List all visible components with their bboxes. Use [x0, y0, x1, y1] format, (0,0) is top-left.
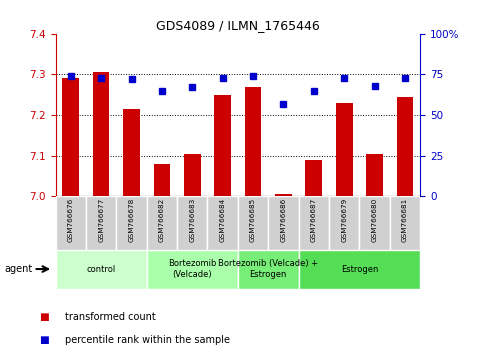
Bar — [123, 109, 140, 196]
Bar — [56, 196, 86, 250]
Text: ■: ■ — [39, 335, 48, 345]
Bar — [305, 160, 322, 196]
Text: GSM766685: GSM766685 — [250, 198, 256, 242]
Bar — [93, 72, 110, 196]
Text: GSM766679: GSM766679 — [341, 198, 347, 242]
Bar — [397, 97, 413, 196]
Text: Bortezomib
(Velcade): Bortezomib (Velcade) — [168, 259, 216, 279]
Bar — [214, 95, 231, 196]
Bar — [56, 250, 147, 289]
Bar — [359, 196, 390, 250]
Text: GSM766684: GSM766684 — [220, 198, 226, 242]
Text: Bortezomib (Velcade) +
Estrogen: Bortezomib (Velcade) + Estrogen — [218, 259, 318, 279]
Bar — [208, 196, 238, 250]
Text: GSM766678: GSM766678 — [128, 198, 135, 242]
Bar — [116, 196, 147, 250]
Bar — [298, 196, 329, 250]
Text: GSM766676: GSM766676 — [68, 198, 74, 242]
Text: percentile rank within the sample: percentile rank within the sample — [65, 335, 230, 345]
Bar — [275, 194, 292, 196]
Text: GSM766681: GSM766681 — [402, 198, 408, 242]
Bar — [86, 196, 116, 250]
Title: GDS4089 / ILMN_1765446: GDS4089 / ILMN_1765446 — [156, 19, 320, 33]
Bar — [62, 78, 79, 196]
Bar — [298, 250, 420, 289]
Bar — [147, 196, 177, 250]
Text: ■: ■ — [39, 312, 48, 322]
Text: GSM766677: GSM766677 — [98, 198, 104, 242]
Text: control: control — [86, 264, 116, 274]
Text: transformed count: transformed count — [65, 312, 156, 322]
Text: GSM766682: GSM766682 — [159, 198, 165, 242]
Bar — [154, 164, 170, 196]
Text: Estrogen: Estrogen — [341, 264, 378, 274]
Bar — [245, 87, 261, 196]
Bar — [268, 196, 298, 250]
Text: GSM766687: GSM766687 — [311, 198, 317, 242]
Bar — [329, 196, 359, 250]
Text: agent: agent — [5, 264, 33, 274]
Bar — [390, 196, 420, 250]
Bar — [366, 154, 383, 196]
Bar — [177, 196, 208, 250]
Bar — [238, 250, 298, 289]
Bar — [336, 103, 353, 196]
Bar — [184, 154, 200, 196]
Text: GSM766683: GSM766683 — [189, 198, 195, 242]
Text: GSM766686: GSM766686 — [281, 198, 286, 242]
Text: GSM766680: GSM766680 — [371, 198, 378, 242]
Bar — [147, 250, 238, 289]
Bar — [238, 196, 268, 250]
